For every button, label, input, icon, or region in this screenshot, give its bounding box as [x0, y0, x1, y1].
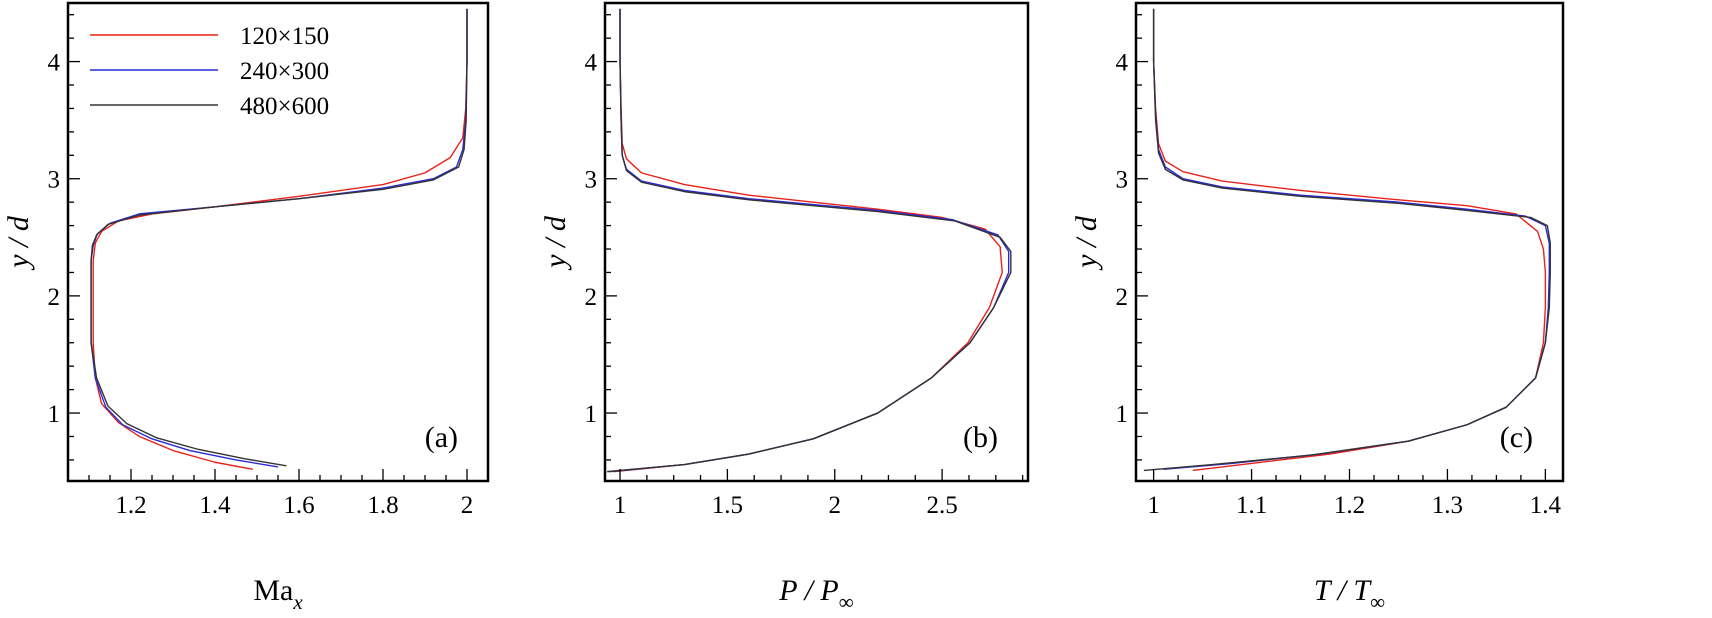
panel-label: (b) [963, 421, 998, 454]
series-line-1 [1152, 8, 1547, 472]
y-tick-label: 2 [1116, 284, 1129, 311]
y-axis-label: y / d [2, 215, 35, 271]
x-tick-label: 1.2 [115, 492, 146, 519]
x-tick-label: 1.5 [712, 492, 743, 519]
series-line-3 [1143, 8, 1551, 472]
x-tick-label: 1.8 [367, 492, 398, 519]
x-tick-label: 1 [1147, 492, 1160, 519]
x-tick-label: 1.4 [199, 492, 231, 519]
legend: 120×150 240×300 480×600 [90, 23, 329, 120]
x-tick-label: 2 [461, 492, 474, 519]
series-line-3 [90, 8, 468, 467]
x-tick-label: 1.1 [1236, 492, 1267, 519]
y-tick-label: 2 [48, 284, 61, 311]
series-line-2 [609, 8, 1010, 473]
series-line-1 [613, 8, 1003, 473]
x-axis-label-subscript: x [292, 590, 303, 613]
x-axis-label: P / P∞ [778, 574, 853, 613]
panel-label: (a) [425, 421, 458, 454]
x-tick-label: 1 [614, 492, 627, 519]
x-axis-label: Max [253, 574, 303, 613]
y-axis-label: y / d [1070, 215, 1103, 271]
panel-3: 1 1.1 1.2 1.3 1.4 1 2 3 4 T / T∞ y / d (c) [1070, 1, 1565, 614]
y-tick-label: 4 [585, 50, 598, 77]
series-line-2 [1152, 8, 1550, 470]
legend-label: 120×150 [240, 23, 329, 50]
series-line-1 [92, 8, 468, 470]
y-tick-label: 4 [48, 50, 61, 77]
x-tick-label: 1.4 [1530, 492, 1562, 519]
y-tick-label: 3 [1116, 167, 1129, 194]
y-axis-label: y / d [539, 215, 572, 271]
x-tick-label: 2 [829, 492, 842, 519]
panel-1: 1.2 1.4 1.6 1.8 2 1 2 3 4 Max y / d (a) 120×150 240×3… [2, 1, 490, 614]
y-tick-label: 3 [48, 167, 61, 194]
x-axis-label-main: P / P [778, 574, 838, 607]
plot-frame [1134, 1, 1565, 483]
x-axis-label: T / T∞ [1314, 574, 1385, 613]
y-tick-label: 1 [585, 401, 598, 428]
series-line-3 [607, 8, 1012, 473]
plot-frame [603, 1, 1030, 483]
x-axis-label-main: T / T [1314, 574, 1372, 607]
y-tick-label: 3 [585, 167, 598, 194]
y-tick-label: 1 [48, 401, 61, 428]
x-tick-label: 2.5 [926, 492, 957, 519]
panel-label: (c) [1500, 421, 1533, 454]
y-tick-label: 4 [1116, 50, 1129, 77]
x-axis-label-subscript: ∞ [1370, 590, 1385, 613]
x-tick-label: 1.6 [283, 492, 314, 519]
x-axis-label-subscript: ∞ [839, 590, 854, 613]
panel-2: 1 1.5 2 2.5 1 2 3 4 P / P∞ y / d (b) [539, 1, 1030, 614]
legend-label: 480×600 [240, 93, 329, 120]
y-tick-label: 2 [585, 284, 598, 311]
x-tick-label: 1.3 [1432, 492, 1463, 519]
x-tick-label: 1.2 [1334, 492, 1365, 519]
legend-label: 240×300 [240, 58, 329, 85]
x-axis-label-main: Ma [253, 574, 293, 607]
y-tick-label: 1 [1116, 401, 1129, 428]
